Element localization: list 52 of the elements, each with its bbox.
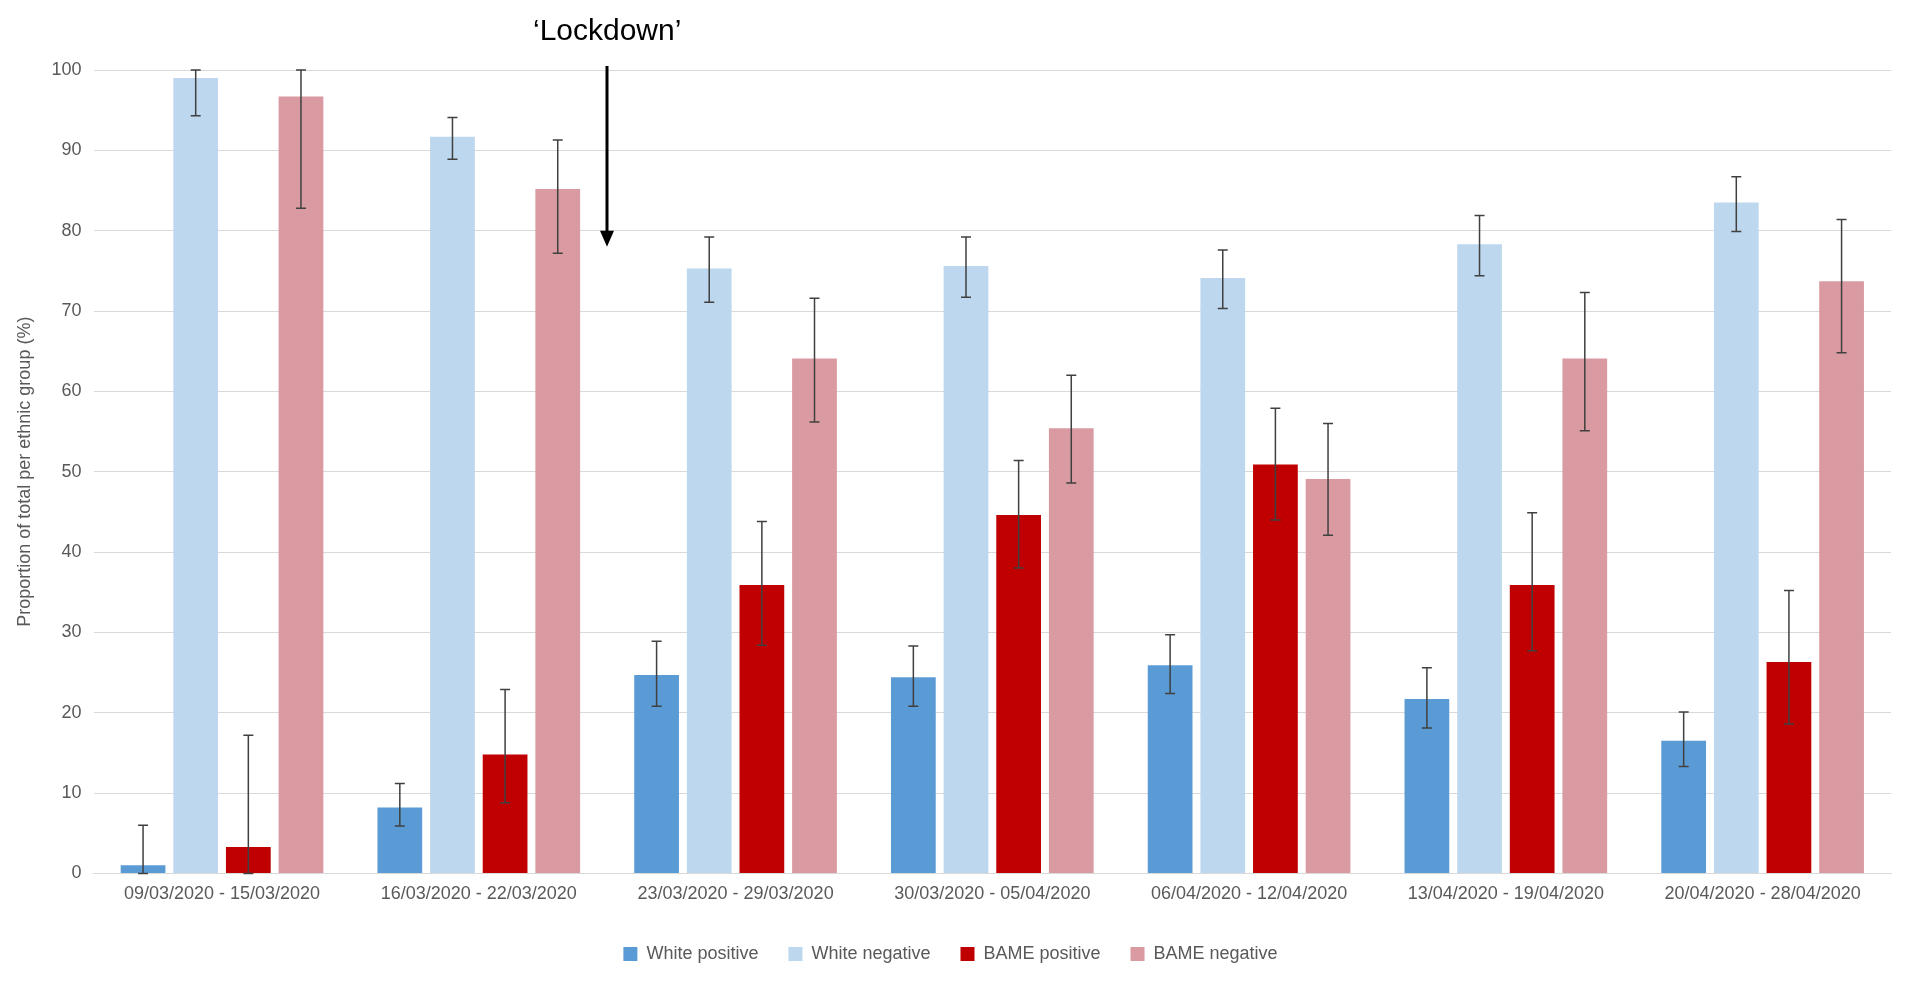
bar [1048, 428, 1094, 873]
bar [430, 136, 475, 873]
x-tick-label: 30/03/2020 - 05/04/2020 [894, 883, 1091, 904]
bar [120, 865, 166, 873]
y-tick-label: 10 [61, 782, 82, 803]
legend-label: BAME negative [1153, 942, 1278, 963]
bar [1766, 662, 1812, 873]
legend-label: BAME positive [983, 942, 1101, 963]
bar [634, 674, 679, 873]
legend-label: White positive [646, 942, 759, 963]
y-tick-label: 60 [61, 380, 82, 401]
y-tick-label: 70 [61, 299, 82, 320]
y-tick-label: 40 [61, 541, 82, 562]
bar [278, 96, 324, 873]
bar [1819, 281, 1864, 873]
bar [482, 754, 528, 873]
y-tick-label: 90 [61, 139, 82, 160]
bar [173, 78, 219, 873]
bar [996, 515, 1042, 873]
y-tick-label: 100 [51, 58, 82, 79]
bar [1404, 699, 1450, 873]
x-tick-label: 20/04/2020 - 28/04/2020 [1664, 883, 1861, 904]
bar [1661, 740, 1707, 873]
x-tick-label: 16/03/2020 - 22/03/2020 [380, 883, 577, 904]
bar [739, 584, 785, 873]
x-tick-label: 06/04/2020 - 12/04/2020 [1151, 883, 1348, 904]
bar [377, 807, 423, 873]
bar [792, 358, 837, 873]
y-axis-title: Proportion of total per ethnic group (%) [13, 316, 34, 627]
bar [1509, 584, 1555, 873]
x-tick-label: 23/03/2020 - 29/03/2020 [637, 883, 834, 904]
y-tick-label: 0 [71, 862, 82, 883]
bar [1147, 665, 1193, 873]
text: ‘Lockdown’ [532, 13, 682, 47]
bar [1457, 244, 1502, 873]
bar [890, 677, 936, 873]
bar [943, 266, 989, 873]
x-tick-label: 13/04/2020 - 19/04/2020 [1407, 883, 1604, 904]
bar [535, 188, 581, 873]
x-tick-label: 09/03/2020 - 15/03/2020 [123, 883, 321, 904]
bar [225, 846, 271, 873]
y-tick-label: 20 [61, 701, 82, 722]
bar [1305, 478, 1351, 873]
bar [686, 268, 732, 873]
bar [1253, 464, 1298, 873]
bar [1713, 202, 1759, 873]
bar [1562, 358, 1608, 873]
y-tick-label: 50 [61, 460, 82, 481]
bar [1200, 278, 1246, 873]
y-tick-label: 30 [61, 621, 82, 642]
legend-label: White negative [811, 942, 931, 963]
y-tick-label: 80 [61, 219, 82, 240]
